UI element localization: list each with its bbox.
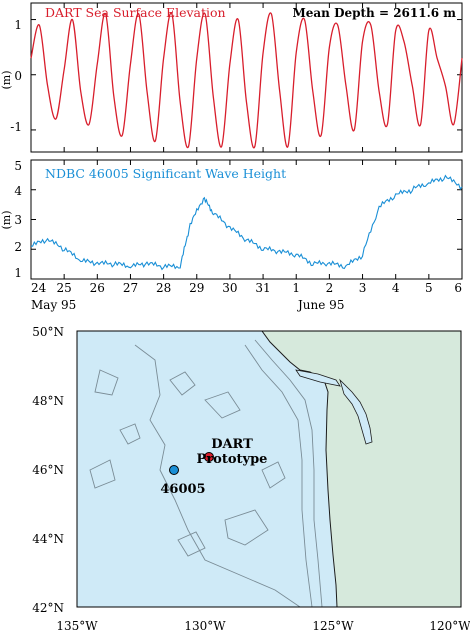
lon-tick-label: 130°W xyxy=(184,619,226,633)
dart-y-tick-label: -1 xyxy=(10,120,22,134)
x-label-june: June 95 xyxy=(296,298,344,312)
lat-tick-label: 46°N xyxy=(32,463,64,477)
dart-panel: DART Sea Surface Elevation Mean Depth = … xyxy=(0,2,463,153)
dart-series-line xyxy=(30,12,463,149)
ndbc-y-axis-label: (m) xyxy=(0,210,13,229)
x-tick-label: 2 xyxy=(326,281,334,295)
ndbc-y-tick-label: 2 xyxy=(14,240,22,254)
dart-station-label: DART xyxy=(211,437,253,452)
dart-axis-ticks xyxy=(30,3,463,152)
ndbc-y-tick-label: 1 xyxy=(14,266,22,280)
x-tick-label: 29 xyxy=(189,281,204,295)
map-frame xyxy=(76,330,462,608)
dart-station-label: Prototype xyxy=(197,452,268,467)
bathymetry-contours xyxy=(89,339,323,608)
x-tick-label: 30 xyxy=(222,281,237,295)
lon-tick-label: 125°W xyxy=(312,619,354,633)
ndbc-y-tick-label: 4 xyxy=(14,184,22,198)
ndbc-panel: NDBC 46005 Significant Wave Height (m) 5… xyxy=(0,159,463,312)
x-tick-label: 26 xyxy=(90,281,105,295)
lat-tick-label: 44°N xyxy=(32,532,64,546)
mean-depth-annotation: Mean Depth = 2611.6 m xyxy=(292,6,456,20)
dart-y-tick-label: 1 xyxy=(14,18,22,32)
ndbc-series-line xyxy=(30,174,463,271)
ndbc-station-label: 46005 xyxy=(160,482,205,497)
dart-y-axis-label: (m) xyxy=(0,70,13,89)
lon-tick-label: 120°W xyxy=(429,619,470,633)
ndbc-axis-ticks xyxy=(30,160,463,279)
lat-tick-label: 42°N xyxy=(32,601,64,615)
ndbc-y-tick-label: 3 xyxy=(14,213,22,227)
ndbc-y-tick-label: 5 xyxy=(14,159,22,173)
lat-tick-label: 48°N xyxy=(32,394,64,408)
lon-tick-label: 135°W xyxy=(56,619,98,633)
map-panel: DART Prototype 46005 50°N 48°N 46°N 44°N… xyxy=(32,325,470,633)
dart-station-marker xyxy=(204,452,214,462)
x-tick-labels: 24 25 26 27 28 29 30 31 1 2 3 4 5 6 xyxy=(31,281,462,295)
dart-plot-frame xyxy=(30,2,463,153)
x-tick-label: 31 xyxy=(255,281,270,295)
strait-juan-de-fuca xyxy=(295,369,341,387)
x-tick-label: 28 xyxy=(156,281,171,295)
puget-sound xyxy=(339,378,373,445)
x-tick-label: 4 xyxy=(392,281,400,295)
x-tick-label: 6 xyxy=(454,281,462,295)
x-label-may: May 95 xyxy=(31,298,76,312)
x-tick-label: 3 xyxy=(359,281,367,295)
x-tick-label: 27 xyxy=(123,281,138,295)
ndbc-station-marker xyxy=(169,465,179,475)
x-tick-label: 1 xyxy=(292,281,300,295)
x-tick-label: 25 xyxy=(57,281,72,295)
dart-title: DART Sea Surface Elevation xyxy=(45,5,226,20)
x-tick-label: 5 xyxy=(425,281,433,295)
x-tick-label: 24 xyxy=(31,281,47,295)
ndbc-title: NDBC 46005 Significant Wave Height xyxy=(45,166,286,181)
dart-y-tick-label: 0 xyxy=(14,69,22,83)
lat-tick-label: 50°N xyxy=(32,325,64,339)
